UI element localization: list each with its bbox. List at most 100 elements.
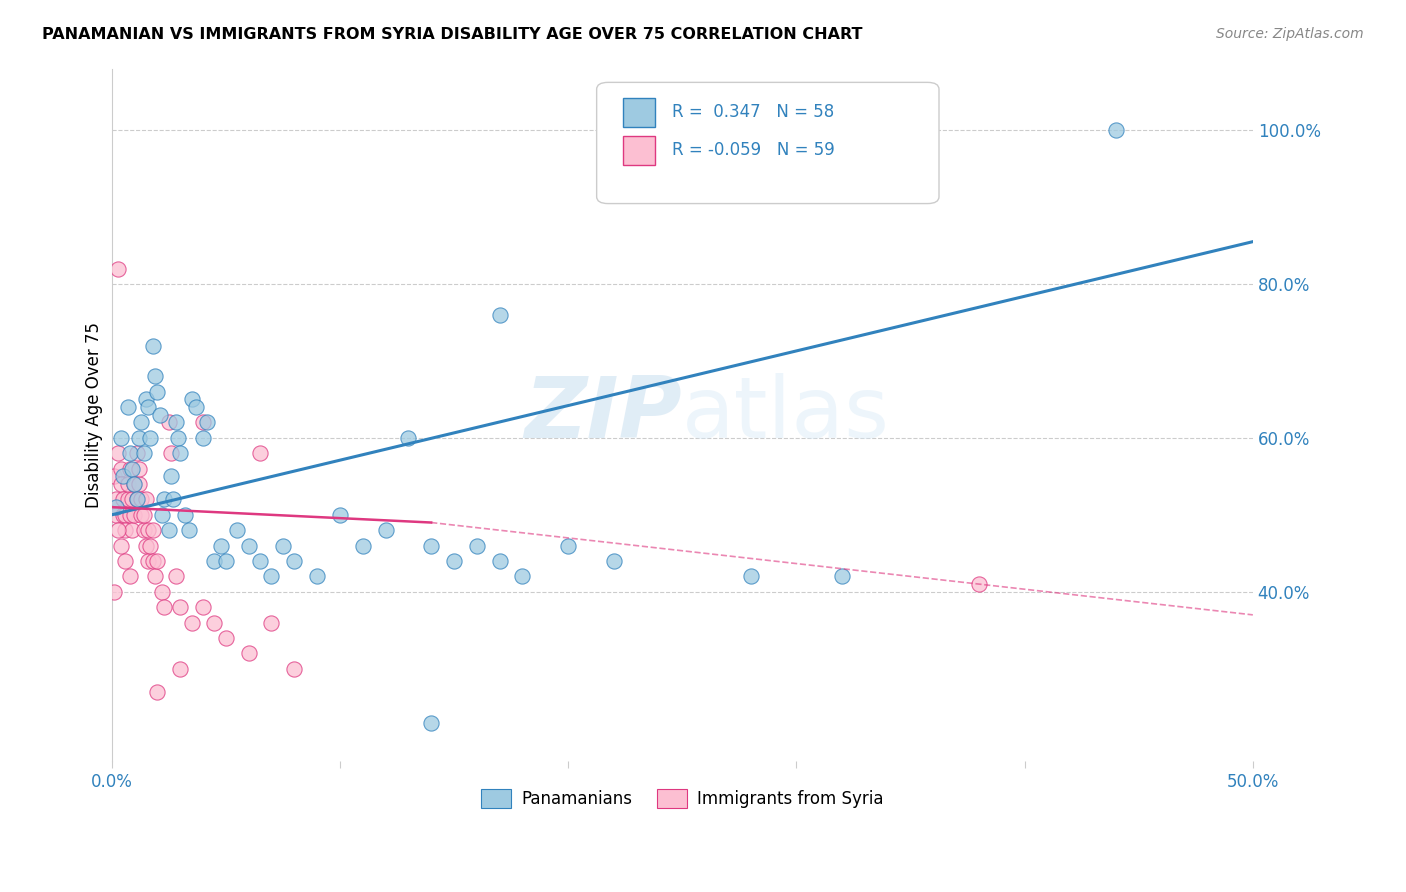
- Point: [166, 431, 188, 445]
- Text: ZIP: ZIP: [524, 373, 682, 457]
- Point: [967, 577, 990, 591]
- Point: [114, 554, 136, 568]
- Point: [283, 554, 305, 568]
- Point: [124, 508, 146, 522]
- Point: [283, 662, 305, 676]
- Point: [153, 600, 176, 615]
- FancyBboxPatch shape: [623, 98, 655, 128]
- Point: [740, 569, 762, 583]
- Point: [557, 539, 579, 553]
- Point: [305, 569, 328, 583]
- Point: [215, 554, 238, 568]
- Point: [169, 600, 191, 615]
- Point: [131, 492, 153, 507]
- Point: [420, 715, 443, 730]
- Point: [1105, 123, 1128, 137]
- Point: [209, 539, 232, 553]
- Point: [202, 615, 225, 630]
- Point: [191, 600, 214, 615]
- Point: [157, 523, 180, 537]
- Legend: Panamanians, Immigrants from Syria: Panamanians, Immigrants from Syria: [474, 782, 890, 815]
- Point: [112, 508, 135, 522]
- Point: [169, 446, 191, 460]
- Point: [117, 492, 139, 507]
- Point: [142, 338, 165, 352]
- FancyBboxPatch shape: [596, 82, 939, 203]
- Point: [128, 431, 150, 445]
- Point: [180, 615, 202, 630]
- Point: [238, 539, 260, 553]
- Point: [125, 446, 148, 460]
- Point: [146, 554, 169, 568]
- Point: [136, 523, 159, 537]
- Point: [443, 554, 465, 568]
- Point: [124, 477, 146, 491]
- Point: [135, 492, 157, 507]
- Point: [114, 508, 136, 522]
- Point: [179, 523, 201, 537]
- Point: [135, 539, 157, 553]
- Point: [260, 569, 283, 583]
- Point: [110, 477, 132, 491]
- Point: [117, 477, 139, 491]
- Point: [105, 500, 128, 515]
- Point: [150, 584, 173, 599]
- Point: [103, 584, 125, 599]
- Point: [488, 554, 510, 568]
- Point: [118, 508, 141, 522]
- Point: [118, 569, 141, 583]
- Point: [184, 400, 207, 414]
- FancyBboxPatch shape: [623, 136, 655, 166]
- Point: [169, 662, 191, 676]
- Point: [202, 554, 225, 568]
- Point: [148, 408, 170, 422]
- Point: [110, 461, 132, 475]
- Point: [136, 554, 159, 568]
- Point: [112, 469, 135, 483]
- Point: [165, 416, 187, 430]
- Point: [142, 554, 165, 568]
- Point: [107, 523, 129, 537]
- Point: [260, 615, 283, 630]
- Point: [105, 492, 128, 507]
- Point: [132, 446, 155, 460]
- Point: [153, 492, 176, 507]
- Point: [249, 554, 271, 568]
- Point: [128, 477, 150, 491]
- Text: R = -0.059   N = 59: R = -0.059 N = 59: [672, 141, 835, 160]
- Point: [173, 508, 195, 522]
- Point: [132, 508, 155, 522]
- Point: [132, 523, 155, 537]
- Point: [215, 631, 238, 645]
- Point: [226, 523, 249, 537]
- Point: [249, 446, 271, 460]
- Y-axis label: Disability Age Over 75: Disability Age Over 75: [86, 322, 103, 508]
- Text: PANAMANIAN VS IMMIGRANTS FROM SYRIA DISABILITY AGE OVER 75 CORRELATION CHART: PANAMANIAN VS IMMIGRANTS FROM SYRIA DISA…: [42, 27, 863, 42]
- Point: [110, 539, 132, 553]
- Point: [146, 384, 169, 399]
- Point: [165, 569, 187, 583]
- Point: [329, 508, 352, 522]
- Point: [238, 646, 260, 660]
- Point: [180, 392, 202, 407]
- Point: [150, 508, 173, 522]
- Point: [105, 508, 128, 522]
- Point: [352, 539, 374, 553]
- Point: [160, 469, 183, 483]
- Text: Source: ZipAtlas.com: Source: ZipAtlas.com: [1216, 27, 1364, 41]
- Point: [107, 446, 129, 460]
- Point: [162, 492, 184, 507]
- Point: [117, 400, 139, 414]
- Point: [157, 416, 180, 430]
- Point: [136, 400, 159, 414]
- Text: R =  0.347   N = 58: R = 0.347 N = 58: [672, 103, 834, 121]
- Point: [107, 261, 129, 276]
- Point: [143, 569, 166, 583]
- Point: [124, 477, 146, 491]
- Point: [420, 539, 443, 553]
- Point: [160, 446, 183, 460]
- Point: [125, 492, 148, 507]
- Point: [271, 539, 294, 553]
- Point: [146, 685, 169, 699]
- Point: [125, 492, 148, 507]
